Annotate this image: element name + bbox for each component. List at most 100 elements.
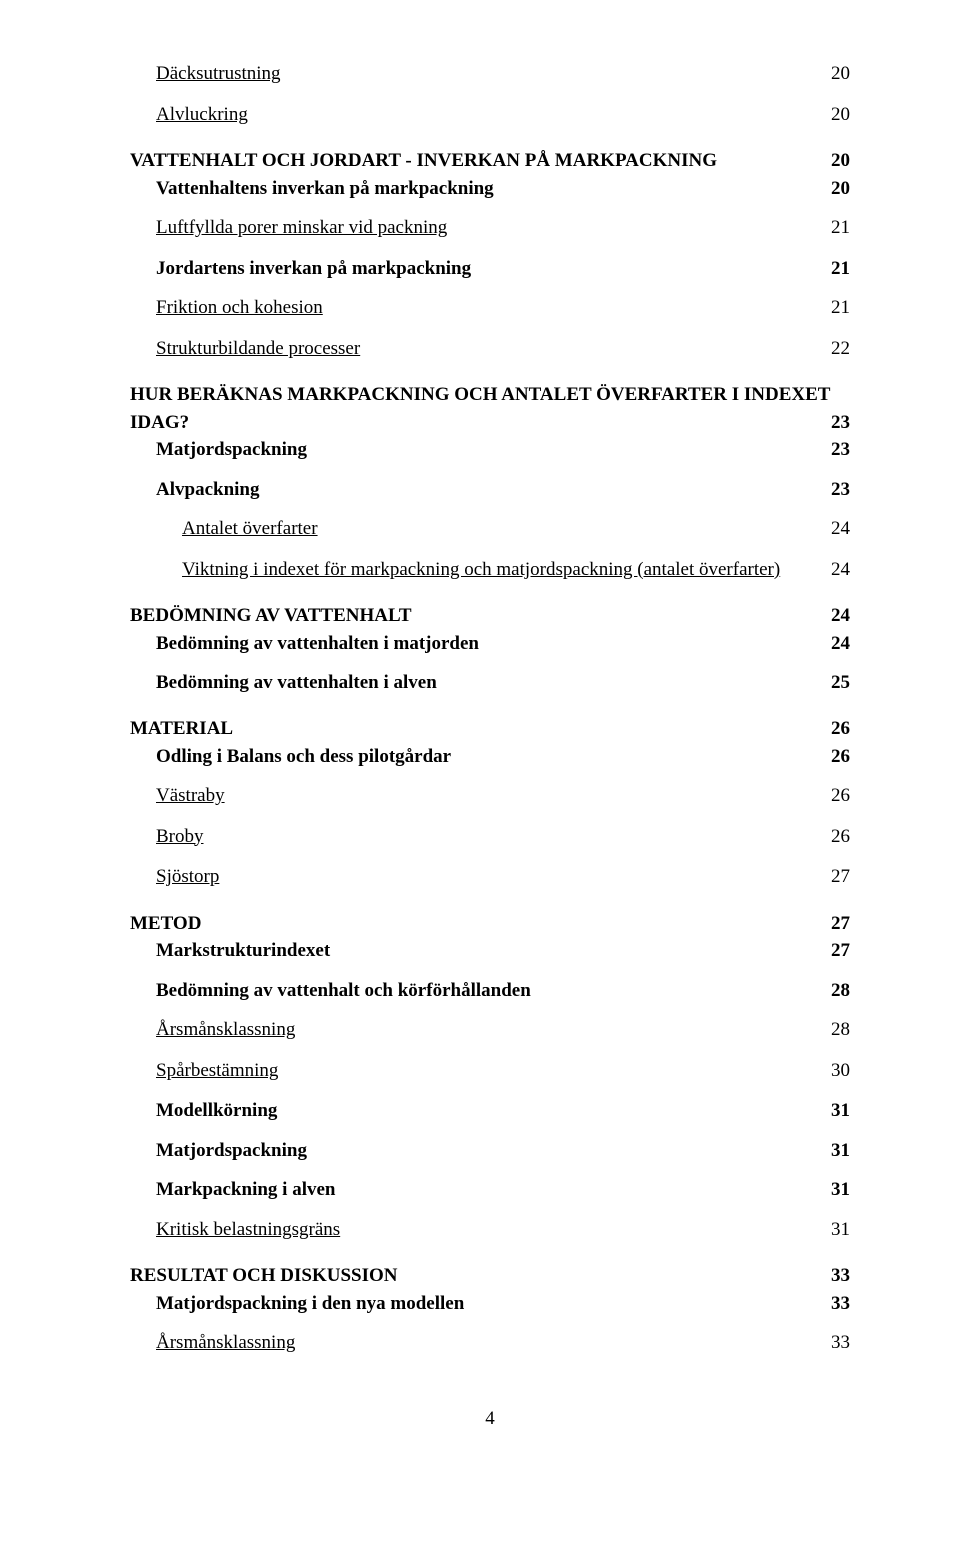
toc-page: 33 <box>831 1262 850 1290</box>
toc-label: Bedömning av vattenhalten i alven <box>156 669 437 697</box>
toc-label: RESULTAT OCH DISKUSSION <box>130 1262 398 1290</box>
toc-page: 21 <box>831 255 850 283</box>
toc-label: Friktion och kohesion <box>156 294 323 323</box>
toc-entry: Friktion och kohesion 21 <box>156 294 850 323</box>
toc-entry: Vattenhaltens inverkan på markpackning 20 <box>156 175 850 203</box>
toc-entry: Västraby 26 <box>156 782 850 811</box>
toc-entry: Bedömning av vattenhalten i alven 25 <box>156 669 850 697</box>
toc-label: HUR BERÄKNAS MARKPACKNING OCH ANTALET ÖV… <box>130 381 830 409</box>
toc-page: 31 <box>831 1097 850 1125</box>
toc-entry: Alvluckring 20 <box>156 101 850 130</box>
toc-label: MATERIAL <box>130 715 233 743</box>
toc-label: Årsmånsklassning <box>156 1329 295 1358</box>
toc-label: Luftfyllda porer minskar vid packning <box>156 214 447 243</box>
toc-entry: Markpackning i alven 31 <box>156 1176 850 1204</box>
toc-label: Antalet överfarter <box>182 515 318 544</box>
toc-label: BEDÖMNING AV VATTENHALT <box>130 602 412 630</box>
toc-entry: BEDÖMNING AV VATTENHALT 24 <box>130 602 850 630</box>
toc-label: IDAG? <box>130 409 189 437</box>
toc-label: Matjordspackning i den nya modellen <box>156 1290 464 1318</box>
toc-label: Markpackning i alven <box>156 1176 335 1204</box>
toc-page: 23 <box>831 436 850 464</box>
toc-entry: Jordartens inverkan på markpackning 21 <box>156 255 850 283</box>
toc-label: Broby <box>156 823 204 852</box>
toc-label: Alvpackning <box>156 476 259 504</box>
toc-label: Markstrukturindexet <box>156 937 330 965</box>
toc-entry: Matjordspackning 23 <box>156 436 850 464</box>
toc-page: 31 <box>831 1216 850 1245</box>
toc-entry: Matjordspackning 31 <box>156 1137 850 1165</box>
toc-entry: MATERIAL 26 <box>130 715 850 743</box>
toc-page: 26 <box>831 823 850 852</box>
toc-entry: Antalet överfarter 24 <box>182 515 850 544</box>
toc-page: 27 <box>831 863 850 892</box>
page: Däcksutrustning20 Alvluckring 20 VATTENHALT… <box>0 0 960 1490</box>
toc-page: 24 <box>831 556 850 585</box>
toc-page: 25 <box>831 669 850 697</box>
toc-label: Matjordspackning <box>156 436 307 464</box>
toc-entry: Markstrukturindexet 27 <box>156 937 850 965</box>
toc-entry: Strukturbildande processer 22 <box>156 335 850 364</box>
toc-page: 21 <box>831 294 850 323</box>
toc-page: 26 <box>831 715 850 743</box>
toc-page: 31 <box>831 1137 850 1165</box>
toc-entry: RESULTAT OCH DISKUSSION 33 <box>130 1262 850 1290</box>
toc-page: 26 <box>831 743 850 771</box>
table-of-contents: Däcksutrustning20 Alvluckring 20 VATTENHALT… <box>130 60 850 1358</box>
toc-page: 24 <box>831 630 850 658</box>
toc-label: Vattenhaltens inverkan på markpackning <box>156 175 494 203</box>
toc-label: Kritisk belastningsgräns <box>156 1216 340 1245</box>
toc-label: Bedömning av vattenhalt och körförhållan… <box>156 977 531 1005</box>
toc-page: 24 <box>831 515 850 544</box>
toc-page: 20 <box>831 147 850 175</box>
toc-entry: Luftfyllda porer minskar vid packning 21 <box>156 214 850 243</box>
toc-page: 22 <box>831 335 850 364</box>
toc-label: Västraby <box>156 782 225 811</box>
toc-page: 27 <box>831 937 850 965</box>
toc-entry: Modellkörning 31 <box>156 1097 850 1125</box>
toc-page: 27 <box>831 910 850 938</box>
toc-entry: METOD 27 <box>130 910 850 938</box>
toc-page: 20 <box>831 101 850 130</box>
toc-label: Bedömning av vattenhalten i matjorden <box>156 630 479 658</box>
toc-label: Alvluckring <box>156 101 248 130</box>
toc-label: Matjordspackning <box>156 1137 307 1165</box>
toc-entry: Broby 26 <box>156 823 850 852</box>
toc-entry: Viktning i indexet för markpackning och … <box>182 556 850 585</box>
toc-page: 26 <box>831 782 850 811</box>
toc-label: Strukturbildande processer <box>156 335 360 364</box>
toc-label: Jordartens inverkan på markpackning <box>156 255 471 283</box>
toc-entry-continued: IDAG? 23 <box>130 409 850 437</box>
toc-label: Modellkörning <box>156 1097 277 1125</box>
toc-entry: Årsmånsklassning 28 <box>156 1016 850 1045</box>
toc-label: Odling i Balans och dess pilotgårdar <box>156 743 451 771</box>
toc-page: 28 <box>831 977 850 1005</box>
toc-label: Årsmånsklassning <box>156 1016 295 1045</box>
toc-label: VATTENHALT OCH JORDART - INVERKAN PÅ MAR… <box>130 147 717 175</box>
toc-page: 28 <box>831 1016 850 1045</box>
toc-label: Spårbestämning <box>156 1057 278 1086</box>
toc-page: 33 <box>831 1329 850 1358</box>
toc-page: 23 <box>831 409 850 437</box>
toc-page: 24 <box>831 602 850 630</box>
toc-entry: Kritisk belastningsgräns 31 <box>156 1216 850 1245</box>
toc-page: 31 <box>831 1176 850 1204</box>
page-number: 4 <box>130 1408 850 1430</box>
toc-entry: Sjöstorp 27 <box>156 863 850 892</box>
toc-page: 30 <box>831 1057 850 1086</box>
toc-page: 21 <box>831 214 850 243</box>
toc-entry: Odling i Balans och dess pilotgårdar 26 <box>156 743 850 771</box>
toc-entry: Spårbestämning 30 <box>156 1057 850 1086</box>
toc-entry: HUR BERÄKNAS MARKPACKNING OCH ANTALET ÖV… <box>130 381 850 409</box>
toc-page: 20 <box>831 175 850 203</box>
toc-entry: Bedömning av vattenhalten i matjorden 24 <box>156 630 850 658</box>
toc-label: Viktning i indexet för markpackning och … <box>182 556 780 585</box>
toc-entry: Matjordspackning i den nya modellen33 <box>156 1290 850 1318</box>
toc-label: Sjöstorp <box>156 863 219 892</box>
toc-entry: Bedömning av vattenhalt och körförhållan… <box>156 977 850 1005</box>
toc-page: 20 <box>831 60 850 89</box>
toc-page: 23 <box>831 476 850 504</box>
toc-entry: Däcksutrustning20 <box>156 60 850 89</box>
toc-label: METOD <box>130 910 201 938</box>
toc-entry: Alvpackning 23 <box>156 476 850 504</box>
